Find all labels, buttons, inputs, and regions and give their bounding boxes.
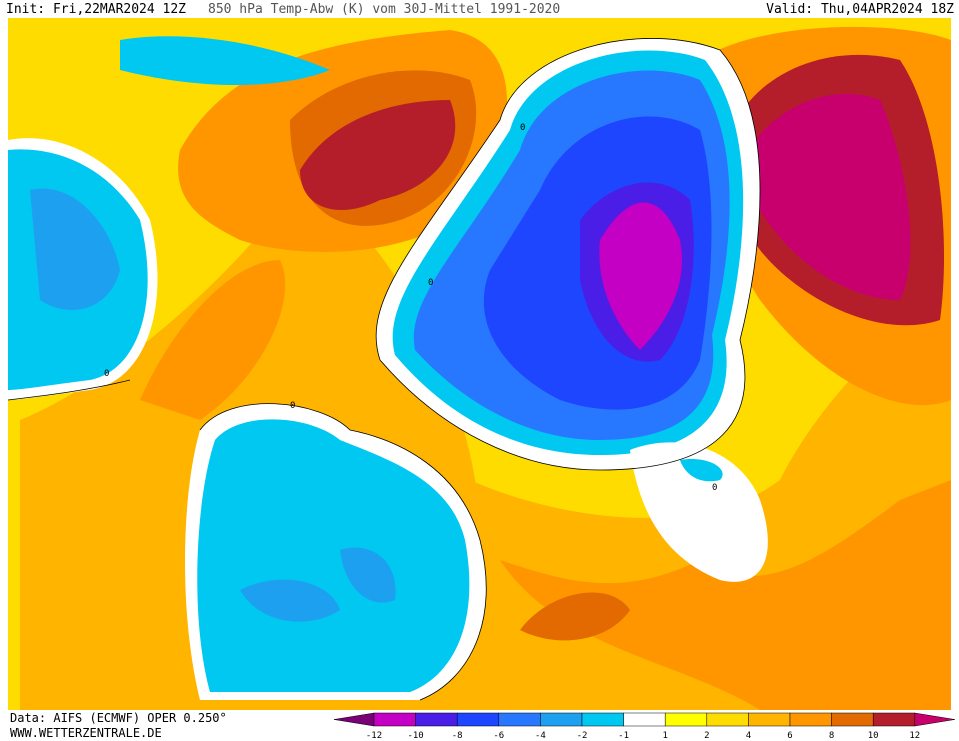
legend-swatch xyxy=(373,712,416,727)
legend-label: 10 xyxy=(868,731,879,741)
legend-label: 4 xyxy=(746,731,751,741)
color-legend: -12 -10 -8 -6 -4 -2 -1 1 2 4 6 8 10 12 xyxy=(333,712,955,741)
legend-swatch xyxy=(706,712,749,727)
legend-arrow xyxy=(914,712,955,727)
map-field xyxy=(7,18,951,710)
contour-label: 0 xyxy=(520,123,525,133)
legend-swatch xyxy=(664,712,708,727)
legend-swatch xyxy=(540,712,583,727)
legend-swatch xyxy=(748,712,791,727)
contour-label: 0 xyxy=(290,401,295,411)
legend-label: -2 xyxy=(577,731,588,741)
contour-label: 0 xyxy=(104,369,109,379)
data-source: Data: AIFS (ECMWF) OPER 0.250° xyxy=(10,711,227,725)
legend-label: 2 xyxy=(704,731,709,741)
legend-swatch xyxy=(498,712,541,727)
legend-swatch xyxy=(415,712,458,727)
legend-label: 8 xyxy=(829,731,834,741)
contour-labels: 0 0 0 0 0 xyxy=(104,123,717,493)
legend-label: -4 xyxy=(535,731,546,741)
contour-label: 0 xyxy=(428,278,433,288)
legend-swatch xyxy=(581,712,624,727)
legend-label: 1 xyxy=(662,731,667,741)
legend-swatch xyxy=(789,712,832,727)
legend-label: -6 xyxy=(493,731,504,741)
legend-label: -12 xyxy=(366,731,382,741)
legend-label: -1 xyxy=(618,731,629,741)
legend-swatch xyxy=(456,712,500,727)
legend-label: -8 xyxy=(452,731,463,741)
site-name: WWW.WETTERZENTRALE.DE xyxy=(10,726,162,740)
legend-swatch xyxy=(872,712,916,727)
legend-label: 12 xyxy=(909,731,920,741)
contour-label: 0 xyxy=(712,483,717,493)
map-title: 850 hPa Temp-Abw (K) vom 30J-Mittel 1991… xyxy=(208,2,560,17)
legend-swatch xyxy=(623,712,666,727)
init-time: Init: Fri,22MAR2024 12Z xyxy=(6,2,186,17)
legend-swatch xyxy=(831,712,874,727)
valid-time: Valid: Thu,04APR2024 18Z xyxy=(766,2,954,17)
legend-label: 6 xyxy=(787,731,792,741)
legend-label: -10 xyxy=(407,731,423,741)
